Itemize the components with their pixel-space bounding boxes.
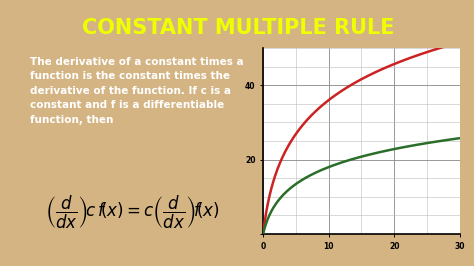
Text: CONSTANT MULTIPLE RULE: CONSTANT MULTIPLE RULE [82,18,394,38]
Text: The derivative of a constant times a
function is the constant times the
derivati: The derivative of a constant times a fun… [30,57,244,124]
Text: $\left(\dfrac{d}{dx}\right)\!c\,f\!\left(x\right)=c\left(\dfrac{d}{dx}\right)\!f: $\left(\dfrac{d}{dx}\right)\!c\,f\!\left… [46,194,220,231]
